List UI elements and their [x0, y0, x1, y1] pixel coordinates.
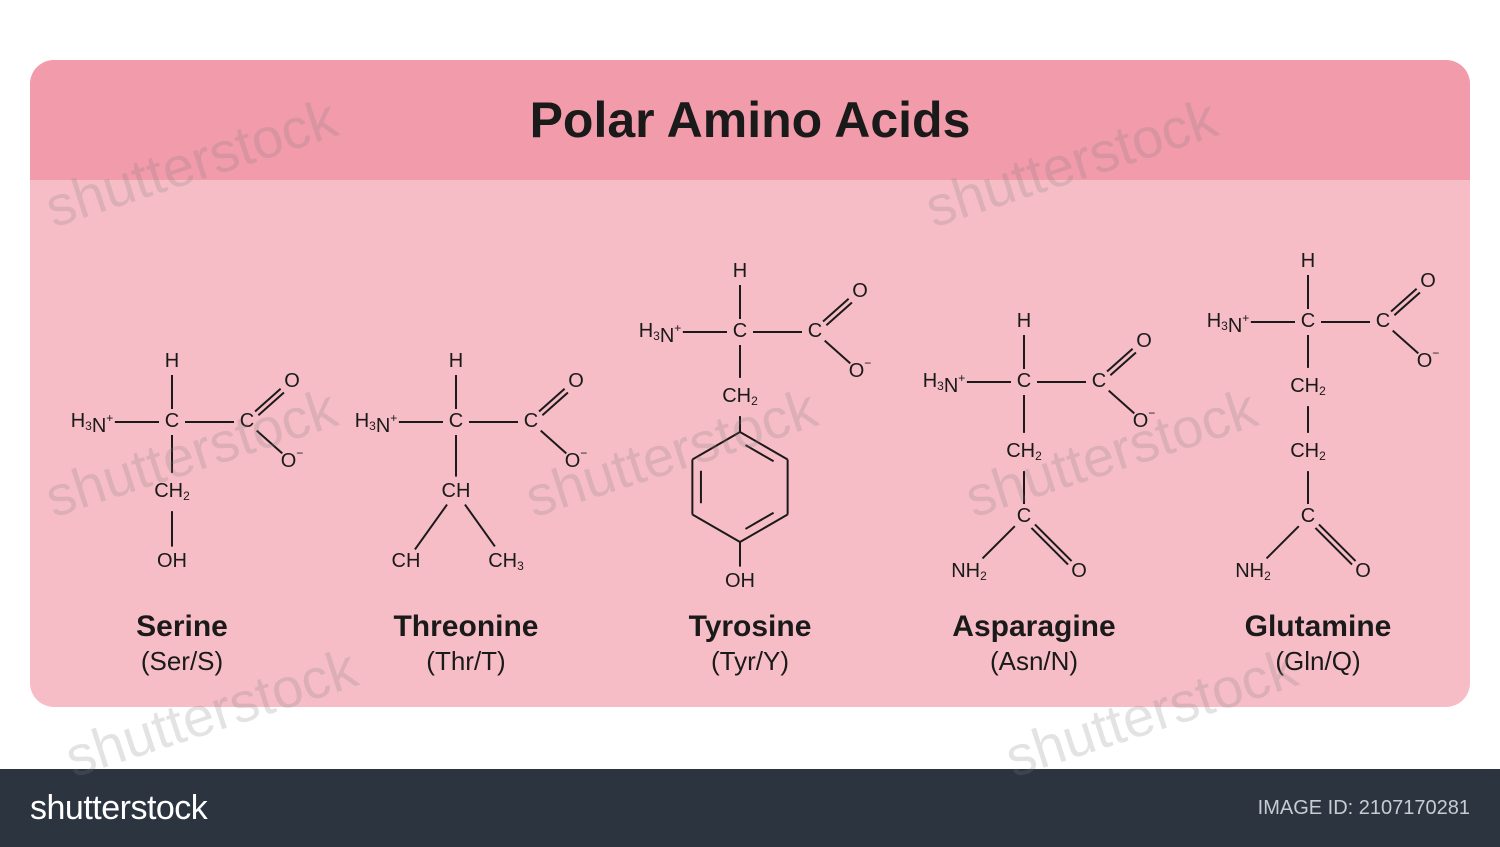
amino-acid-asparagine: H H3N+ C C O O− CH2 C NH2 O Asparagine (Asn/N)	[892, 302, 1176, 677]
svg-text:C: C	[1092, 370, 1106, 392]
svg-text:O: O	[1420, 270, 1436, 292]
footer-brand: shutterstock	[30, 789, 207, 828]
svg-text:C: C	[1376, 310, 1390, 332]
footer-image-id: IMAGE ID: 2107170281	[1258, 797, 1470, 820]
structure-wrap: H H3N+ C C O O− CH2 OH	[52, 342, 312, 602]
svg-text:O−: O−	[1417, 346, 1440, 372]
svg-text:CH2: CH2	[1290, 440, 1326, 463]
svg-text:H3N+: H3N+	[1207, 310, 1250, 337]
amino-acid-code: (Thr/T)	[426, 646, 505, 677]
structure-wrap: H H3N+ C C O O− CH2 C NH2 O	[904, 302, 1164, 602]
svg-text:H3N+: H3N+	[355, 410, 398, 437]
svg-text:O: O	[1355, 560, 1371, 582]
svg-text:O−: O−	[849, 356, 872, 382]
svg-text:C: C	[1017, 370, 1031, 392]
amino-acid-threonine: H H3N+ C C O O− CH CH CH3 Threonine (Thr/T)	[324, 342, 608, 677]
structure-asparagine: H H3N+ C C O O− CH2 C NH2 O	[904, 302, 1164, 602]
structure-wrap: H H3N+ C C O O− CH2 OH	[620, 252, 880, 602]
svg-text:CH3: CH3	[488, 550, 524, 573]
svg-text:CH: CH	[442, 480, 471, 502]
svg-text:H: H	[1301, 250, 1315, 272]
svg-text:CH2: CH2	[154, 480, 190, 503]
svg-text:C: C	[1017, 505, 1031, 527]
svg-text:CH: CH	[392, 550, 421, 572]
amino-acid-name: Tyrosine	[689, 610, 812, 644]
svg-text:OH: OH	[157, 550, 187, 572]
svg-text:H: H	[1017, 310, 1031, 332]
svg-text:H: H	[733, 260, 747, 282]
svg-text:OH: OH	[725, 570, 755, 592]
svg-text:C: C	[449, 410, 463, 432]
svg-text:H: H	[165, 350, 179, 372]
svg-text:C: C	[733, 320, 747, 342]
svg-text:CH2: CH2	[1290, 375, 1326, 398]
svg-text:O−: O−	[1133, 406, 1156, 432]
svg-text:C: C	[1301, 505, 1315, 527]
svg-text:O: O	[1136, 330, 1152, 352]
canvas: Polar Amino Acids HH3N+CCOO−CH2OH Serine…	[0, 0, 1500, 847]
svg-text:C: C	[1301, 310, 1315, 332]
svg-text:H3N+: H3N+	[71, 410, 114, 437]
svg-text:CH2: CH2	[722, 385, 758, 408]
card-header: Polar Amino Acids	[30, 60, 1470, 180]
svg-text:NH2: NH2	[1235, 560, 1271, 583]
svg-text:O−: O−	[565, 446, 588, 472]
structure-wrap: H H3N+ C C O O− CH CH CH3	[336, 342, 596, 602]
svg-text:O: O	[1071, 560, 1087, 582]
card-body: HH3N+CCOO−CH2OH Serine (Ser/S) HH3N+CCOO…	[30, 180, 1470, 707]
amino-acid-glutamine: H H3N+ C C O O− CH2 CH2 C NH2 O Glutamine (Gln/Q)	[1176, 242, 1460, 677]
svg-text:C: C	[165, 410, 179, 432]
svg-text:H3N+: H3N+	[923, 370, 966, 397]
svg-text:C: C	[240, 410, 254, 432]
svg-text:H3N+: H3N+	[639, 320, 682, 347]
amino-acid-name: Glutamine	[1245, 610, 1392, 644]
amino-acid-serine: H H3N+ C C O O− CH2 OH Serine (Ser/S)	[40, 342, 324, 677]
amino-acid-name: Threonine	[393, 610, 538, 644]
structure-glutamine: H H3N+ C C O O− CH2 CH2 C NH2 O	[1188, 242, 1448, 602]
structure-serine: H H3N+ C C O O− CH2 OH	[52, 342, 312, 602]
svg-text:O: O	[284, 370, 300, 392]
structure-threonine: H H3N+ C C O O− CH CH CH3	[336, 342, 596, 602]
footer-bar: shutterstock IMAGE ID: 2107170281	[0, 769, 1500, 847]
svg-text:O−: O−	[281, 446, 304, 472]
amino-acid-code: (Gln/Q)	[1275, 646, 1360, 677]
structure-wrap: H H3N+ C C O O− CH2 CH2 C NH2 O	[1188, 242, 1448, 602]
amino-acid-name: Asparagine	[952, 610, 1115, 644]
svg-text:H: H	[449, 350, 463, 372]
card-title: Polar Amino Acids	[530, 91, 971, 149]
svg-text:NH2: NH2	[951, 560, 987, 583]
svg-text:CH2: CH2	[1006, 440, 1042, 463]
svg-text:C: C	[808, 320, 822, 342]
svg-text:C: C	[524, 410, 538, 432]
amino-acid-tyrosine: H H3N+ C C O O− CH2 OH Tyrosine (Tyr/Y)	[608, 252, 892, 677]
amino-acid-code: (Tyr/Y)	[711, 646, 789, 677]
svg-text:O: O	[852, 280, 868, 302]
amino-acid-name: Serine	[136, 610, 228, 644]
amino-acid-code: (Asn/N)	[990, 646, 1078, 677]
amino-acid-code: (Ser/S)	[141, 646, 223, 677]
svg-text:O: O	[568, 370, 584, 392]
structure-tyrosine: H H3N+ C C O O− CH2 OH	[620, 252, 880, 602]
amino-acids-card: Polar Amino Acids HH3N+CCOO−CH2OH Serine…	[30, 60, 1470, 707]
